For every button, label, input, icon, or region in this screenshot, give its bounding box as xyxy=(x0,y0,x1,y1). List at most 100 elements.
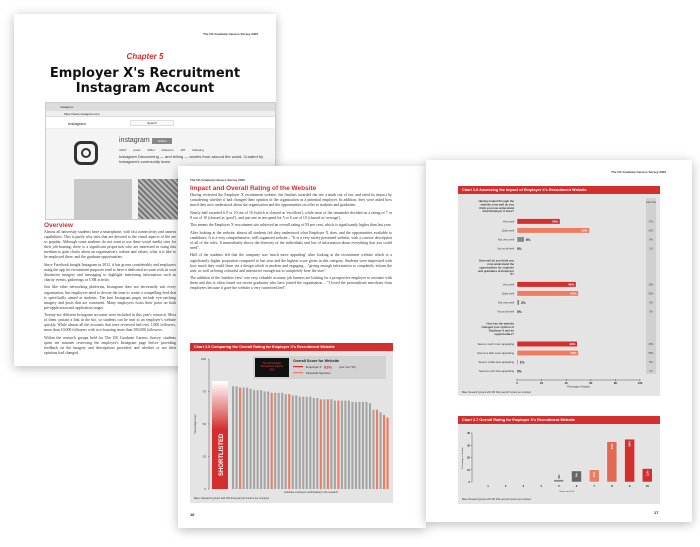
bar-value-label: 35% xyxy=(628,441,632,447)
bar-value-label: 48% xyxy=(568,283,574,287)
bar xyxy=(288,394,291,489)
y-tick-label: 75 xyxy=(203,390,207,394)
paragraph: After looking at the website, almost all… xyxy=(190,230,392,250)
x-tick-label: 7 xyxy=(593,484,595,488)
bar xyxy=(344,400,347,489)
x-tick-label: 1 xyxy=(487,484,489,488)
legend-swatch-financial-services xyxy=(293,372,303,374)
bar-value-label: 49% xyxy=(569,342,575,346)
employer-x-score: 83% xyxy=(324,364,332,369)
bar xyxy=(260,390,263,489)
bar xyxy=(263,391,266,489)
x-axis-label: Graduate employers participating in the … xyxy=(284,491,339,494)
bar xyxy=(516,227,590,234)
question-text: How well do you think you xyxy=(479,259,514,263)
last-year-value: 9% xyxy=(649,239,653,242)
bar-value-label: 1% xyxy=(520,360,525,364)
paragraph: Within the research groups held for The … xyxy=(44,335,176,356)
profile-stats: 4,847 posts 325m followers 187 following xyxy=(119,148,204,152)
last-year-value: 33% xyxy=(649,284,655,287)
x-tick-label: 40 xyxy=(565,381,569,385)
bar xyxy=(553,479,565,483)
profile-name: instagram Follow xyxy=(119,137,173,144)
question-text: opportunities? xyxy=(494,332,514,336)
question-text: opportunities for students xyxy=(479,265,514,269)
chart-2-7: 0 10 20 30 40 Percentage of finalists 1 2 3 4 5 2% 6… xyxy=(458,424,660,504)
bar xyxy=(330,399,333,489)
bar xyxy=(326,399,329,489)
bar xyxy=(642,468,653,483)
bar xyxy=(375,409,379,489)
paragraph: Half of the students felt that the compa… xyxy=(190,253,392,273)
y-tick-label: 50 xyxy=(203,422,207,426)
last-year-column xyxy=(646,198,656,374)
question-text: X? xyxy=(510,272,514,276)
row-label: Seems much less appealing xyxy=(479,369,514,373)
bar xyxy=(270,392,273,489)
bar xyxy=(302,396,305,489)
y-tick-label: 30 xyxy=(467,443,470,447)
x-tick-label: 60 xyxy=(589,381,593,385)
bar-value-label: 33% xyxy=(610,443,614,449)
last-year-header: Last Year xyxy=(646,201,656,204)
row-label: Not very well xyxy=(498,238,514,242)
shortlisted-label: SHORTLISTED xyxy=(219,433,225,476)
instagram-logo-icon xyxy=(74,141,98,165)
paragraph: Almost all university students have a sm… xyxy=(44,230,176,260)
chapter-label: Chapter 5 xyxy=(126,52,164,61)
last-year-value: 8% xyxy=(649,302,653,305)
bar xyxy=(232,386,235,489)
search-input: Search xyxy=(130,120,174,126)
title-line: Instagram Account xyxy=(75,81,215,96)
row-label: Quite well xyxy=(502,229,515,233)
page-16: The UK Graduate Careers Survey 2020 Impa… xyxy=(178,166,426,528)
bar xyxy=(351,401,354,489)
x-axis-label: Score out of 10 xyxy=(559,490,575,493)
bar-value-label: 0% xyxy=(517,310,522,314)
paragraph: Nearly half awarded it 9 or 10 out of 10… xyxy=(190,210,392,220)
bar xyxy=(368,403,372,489)
bar xyxy=(253,390,256,489)
row-label: Very well xyxy=(503,220,515,224)
bar xyxy=(298,396,301,489)
y-axis-label: Percentage of finalists xyxy=(461,446,464,468)
photo-tile xyxy=(74,179,132,219)
bar-value-label: 0% xyxy=(517,369,522,373)
instagram-header: Instagram Search xyxy=(46,117,275,129)
bar xyxy=(295,395,298,489)
x-tick-label: 80 xyxy=(614,381,618,385)
last-year-value: 3% xyxy=(649,311,653,314)
page-number: 17 xyxy=(654,510,659,515)
last-year-value: 55% xyxy=(649,293,655,296)
bar xyxy=(516,218,561,225)
last-year-value: 8% xyxy=(649,361,653,364)
paragraph: Twenty-six different Instagram accounts … xyxy=(44,313,176,333)
last-year-value: 36% xyxy=(649,343,655,346)
bar-value-label: 50% xyxy=(570,351,576,355)
legend-swatch-employer-x xyxy=(293,366,303,368)
x-tick-label: 9 xyxy=(629,484,631,488)
x-axis-label: Percentage of finalists xyxy=(567,386,590,389)
bar xyxy=(323,399,326,489)
question-text: think you now understand xyxy=(479,206,514,210)
bar-value-label: 11% xyxy=(645,470,649,476)
bar xyxy=(309,396,312,489)
bar xyxy=(606,441,618,483)
profile-name-text: instagram xyxy=(119,137,150,144)
follow-button: Follow xyxy=(151,138,173,144)
awards-badge-text: The UK Graduate Recruitment Awards 2020 xyxy=(261,362,284,371)
browser-url: https://www.instagram.com xyxy=(46,111,275,117)
instagram-wordmark: Instagram xyxy=(68,121,86,126)
y-tick-label: 20 xyxy=(467,456,470,460)
chart-source: Base: Research groups with 184 final yea… xyxy=(462,498,531,501)
chart-2-6: Last Year Having looked through the websit… xyxy=(458,194,660,396)
bar xyxy=(588,469,600,483)
bar xyxy=(347,400,350,489)
question-text: Employer X and its xyxy=(489,328,515,332)
bar xyxy=(358,401,361,489)
question-text: now understand the xyxy=(487,262,514,266)
bar xyxy=(337,400,340,489)
bar xyxy=(361,401,365,489)
bar xyxy=(291,395,294,489)
x-tick-label: 20 xyxy=(540,381,544,385)
